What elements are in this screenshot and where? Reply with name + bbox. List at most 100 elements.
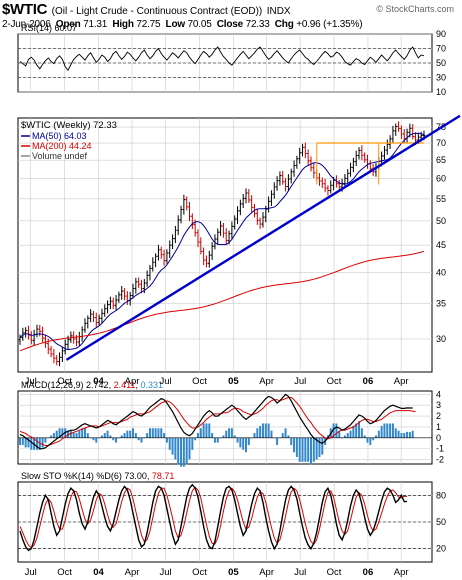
macd-hist-bar	[92, 437, 95, 441]
price-y-tick-9: 30	[436, 334, 446, 344]
macd-hist-bar	[123, 433, 126, 438]
price-bar	[117, 291, 121, 303]
macd-hist-bar	[21, 437, 24, 446]
price-bar	[58, 352, 61, 367]
price-bar	[52, 349, 56, 364]
price-bar	[179, 205, 183, 224]
macd-hist-bar	[41, 437, 44, 448]
macd-hist-bar	[307, 437, 310, 462]
macd-hist-bar	[19, 437, 21, 446]
macd-label-part: 2.411	[114, 380, 136, 390]
price-bar	[100, 308, 104, 324]
price-bar	[275, 176, 279, 191]
macd-hist-bar	[120, 435, 123, 438]
macd-hist-bar	[58, 428, 61, 438]
macd-y-tick-4: 0	[436, 433, 441, 443]
price-bar	[61, 347, 64, 363]
macd-label-part: ,	[109, 380, 114, 390]
macd-y-tick-1: 3	[436, 400, 441, 410]
price-y-tick-3: 60	[436, 174, 446, 184]
macd-hist-bar	[165, 437, 168, 443]
chart-heading: $WTIC (Oil - Light Crude - Continuous Co…	[2, 1, 291, 19]
sto-label-part: 78.71	[152, 471, 175, 481]
macd-hist-bar	[174, 437, 177, 460]
macd-hist-bar	[188, 437, 191, 460]
macd-hist-bar	[81, 428, 84, 438]
macd-hist-bar	[326, 435, 329, 438]
price-bar	[326, 185, 330, 196]
macd-hist-bar	[346, 433, 349, 438]
macd-hist-bar	[408, 432, 411, 438]
macd-hist-bar	[389, 423, 392, 438]
high-value: 72.75	[136, 19, 161, 30]
macd-hist-bar	[332, 423, 335, 438]
rsi-y-tick-3: 30	[436, 73, 446, 83]
macd-hist-bar	[239, 437, 242, 448]
macd-hist-bar	[55, 430, 58, 438]
price-bar	[199, 237, 203, 255]
macd-y-tick-0: 4	[436, 389, 441, 399]
price-bar	[349, 162, 352, 177]
ma200-line	[19, 250, 425, 352]
macd-hist-bar	[208, 423, 211, 438]
price-bar	[411, 124, 414, 140]
macd-hist-bar	[154, 428, 157, 438]
price-bar	[292, 160, 296, 177]
x-axis-label: 06	[363, 376, 374, 387]
x-axis-label: Oct	[57, 376, 72, 387]
price-bar	[295, 155, 299, 169]
close-value: 72.33	[245, 19, 270, 30]
x-axis-label: Jul	[25, 567, 37, 578]
macd-hist-bar	[180, 437, 183, 467]
price-bar	[148, 264, 152, 281]
macd-hist-bar	[233, 435, 236, 438]
legend-label-2: Volume undef	[32, 151, 88, 161]
price-bar	[111, 297, 115, 310]
price-bar	[383, 145, 386, 160]
watermark: © StockCharts.com	[376, 4, 454, 14]
macd-hist-bar	[137, 437, 140, 441]
macd-hist-bar	[391, 423, 394, 438]
macd-y-tick-6: -2	[436, 455, 444, 465]
price-y-tick-2: 65	[436, 155, 446, 165]
macd-hist-bar	[168, 437, 171, 450]
macd-hist-bar	[380, 425, 383, 438]
macd-hist-bar	[100, 435, 103, 438]
macd-hist-bar	[352, 425, 355, 438]
macd-hist-bar	[270, 430, 273, 438]
price-bar	[278, 171, 282, 186]
macd-hist-bar	[211, 433, 214, 438]
price-bar	[168, 240, 172, 259]
macd-hist-bar	[44, 437, 47, 443]
macd-hist-bar	[335, 423, 338, 438]
macd-hist-bar	[284, 428, 287, 438]
price-bar	[222, 222, 225, 238]
price-bar	[318, 173, 321, 186]
macd-hist-bar	[115, 437, 118, 443]
rsi-line	[19, 46, 425, 72]
price-bar	[202, 247, 205, 266]
price-bar	[27, 325, 30, 340]
macd-hist-bar	[377, 430, 380, 438]
x-axis-label: 04	[93, 567, 104, 578]
macd-hist-bar	[321, 437, 324, 455]
macd-signal-line	[19, 397, 416, 446]
macd-hist-bar	[264, 423, 267, 438]
macd-hist-bar	[83, 428, 86, 438]
x-axis-label: Oct	[57, 567, 72, 578]
price-bar	[63, 339, 67, 355]
price-bar	[301, 143, 304, 157]
macd-hist-bar	[191, 437, 194, 450]
macd-hist-bar	[216, 437, 219, 443]
trendline	[65, 114, 461, 361]
macd-hist-bar	[146, 433, 149, 438]
price-bar	[131, 283, 135, 299]
macd-hist-bar	[61, 428, 64, 438]
macd-hist-bar	[358, 421, 361, 438]
price-bar	[159, 246, 163, 259]
macd-hist-bar	[182, 437, 185, 467]
rsi-y-tick-4: 10	[436, 87, 446, 97]
price-bar	[312, 163, 316, 179]
price-bar	[233, 215, 237, 230]
price-bar	[287, 174, 290, 191]
